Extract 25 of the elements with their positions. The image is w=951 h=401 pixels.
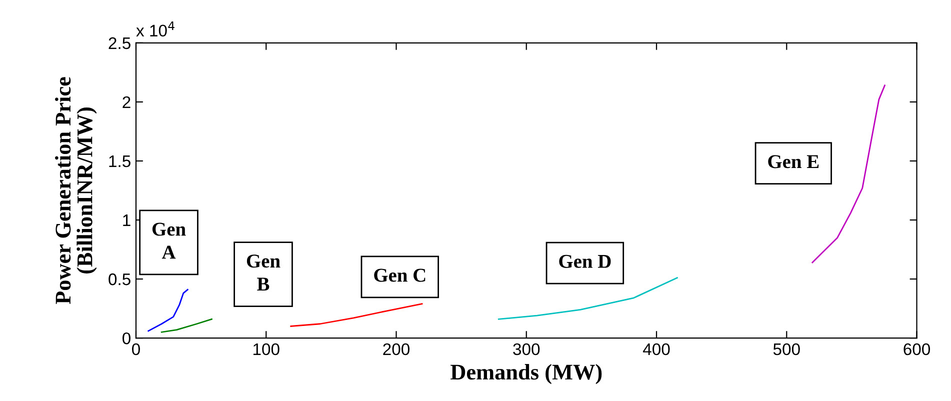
x-tick-label: 500 (773, 343, 800, 356)
x-tick-label: 0 (132, 343, 140, 356)
y-tick-label: 0.5 (108, 273, 130, 286)
y-tick-label: 2.5 (108, 37, 130, 50)
annotation: Gen D (559, 254, 611, 268)
y-axis-title: Power Generation Price (BillionINR/MW) (55, 77, 97, 304)
line-series (148, 288, 188, 332)
x-tick-label: 600 (904, 343, 930, 356)
y-tick-label: 0 (122, 332, 130, 344)
text: x 10$^{4}$ (136, 21, 174, 37)
y-tick-label: 1.5 (109, 156, 130, 168)
x-tick-label: 200 (383, 343, 410, 356)
x-tick-label: 400 (642, 343, 670, 356)
x-tick-label: 100 (253, 343, 280, 356)
annotation: Gen A (152, 222, 186, 259)
line-series (290, 303, 423, 327)
line-series (160, 318, 212, 333)
x-axis-title: Demands (MW) (450, 364, 602, 384)
y-tick-label: 1 (123, 214, 130, 226)
annotation: Gen B (246, 254, 280, 291)
annotation: Gen E (768, 155, 819, 168)
line-series (498, 277, 678, 320)
annotation: Gen C (374, 268, 426, 282)
x-tick-label: 300 (513, 343, 540, 356)
y-tick-label: 2 (122, 96, 130, 108)
